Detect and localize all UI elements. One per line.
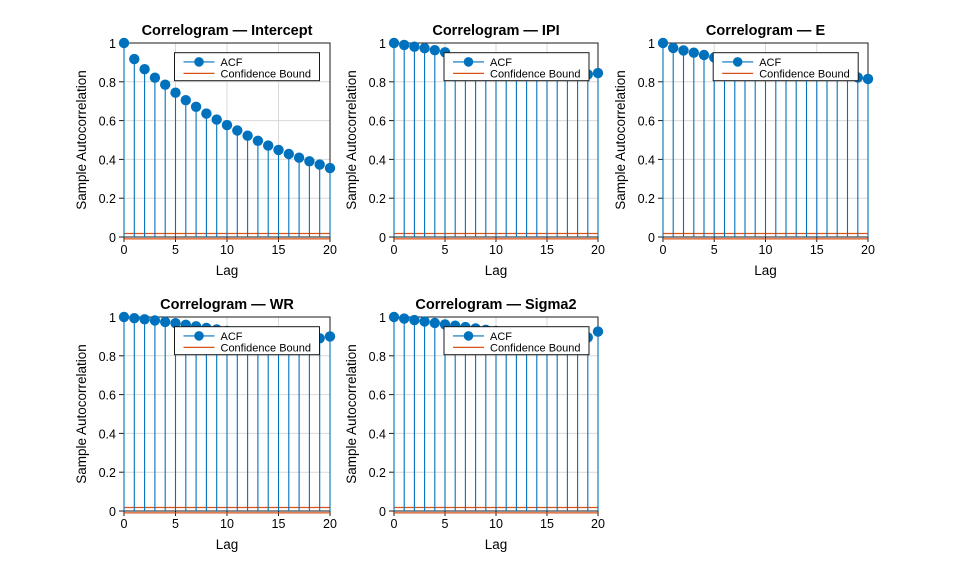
svg-text:ACF: ACF <box>490 57 512 69</box>
svg-text:Correlogram — Intercept: Correlogram — Intercept <box>142 23 313 39</box>
svg-text:1: 1 <box>379 37 386 51</box>
svg-text:0: 0 <box>121 243 128 257</box>
svg-text:Correlogram — Sigma2: Correlogram — Sigma2 <box>415 297 576 313</box>
svg-text:Sample Autocorrelation: Sample Autocorrelation <box>613 70 628 210</box>
svg-text:15: 15 <box>272 243 286 257</box>
svg-text:0.8: 0.8 <box>99 76 116 90</box>
svg-text:Lag: Lag <box>485 537 508 552</box>
svg-text:Confidence Bound: Confidence Bound <box>490 68 581 80</box>
svg-text:0.6: 0.6 <box>99 115 116 129</box>
svg-text:0.4: 0.4 <box>369 153 386 167</box>
svg-text:ACF: ACF <box>490 331 512 343</box>
svg-text:10: 10 <box>220 243 234 257</box>
svg-text:Lag: Lag <box>485 263 508 278</box>
svg-text:5: 5 <box>442 243 449 257</box>
svg-text:0.6: 0.6 <box>369 389 386 403</box>
svg-text:0.2: 0.2 <box>638 192 655 206</box>
svg-text:Confidence Bound: Confidence Bound <box>221 342 312 354</box>
svg-text:ACF: ACF <box>759 57 781 69</box>
svg-text:0.2: 0.2 <box>99 466 116 480</box>
svg-text:5: 5 <box>172 243 179 257</box>
svg-text:15: 15 <box>540 517 554 531</box>
svg-text:15: 15 <box>810 243 824 257</box>
svg-text:20: 20 <box>591 243 605 257</box>
svg-text:0: 0 <box>121 517 128 531</box>
svg-text:0.4: 0.4 <box>99 153 116 167</box>
svg-text:1: 1 <box>648 37 655 51</box>
svg-text:0.6: 0.6 <box>638 115 655 129</box>
svg-text:Sample Autocorrelation: Sample Autocorrelation <box>74 344 89 484</box>
svg-text:Sample Autocorrelation: Sample Autocorrelation <box>344 344 359 484</box>
svg-text:Correlogram — IPI: Correlogram — IPI <box>432 23 559 39</box>
svg-text:0.6: 0.6 <box>369 115 386 129</box>
svg-text:ACF: ACF <box>221 331 243 343</box>
svg-text:0.8: 0.8 <box>369 76 386 90</box>
svg-text:0: 0 <box>391 243 398 257</box>
svg-text:0: 0 <box>109 231 116 245</box>
svg-text:20: 20 <box>323 243 337 257</box>
svg-text:1: 1 <box>109 311 116 325</box>
svg-text:0.8: 0.8 <box>638 76 655 90</box>
svg-text:Confidence Bound: Confidence Bound <box>490 342 581 354</box>
svg-text:10: 10 <box>759 243 773 257</box>
svg-text:0.2: 0.2 <box>369 466 386 480</box>
svg-text:1: 1 <box>379 311 386 325</box>
svg-text:Lag: Lag <box>216 537 239 552</box>
svg-text:0.8: 0.8 <box>369 350 386 364</box>
svg-text:5: 5 <box>711 243 718 257</box>
svg-text:5: 5 <box>442 517 449 531</box>
svg-text:Lag: Lag <box>754 263 777 278</box>
svg-text:15: 15 <box>540 243 554 257</box>
svg-text:0.4: 0.4 <box>369 427 386 441</box>
svg-text:0: 0 <box>648 231 655 245</box>
svg-text:15: 15 <box>272 517 286 531</box>
svg-text:0: 0 <box>109 505 116 519</box>
svg-text:0.4: 0.4 <box>99 427 116 441</box>
svg-text:0.6: 0.6 <box>99 389 116 403</box>
svg-text:0: 0 <box>391 517 398 531</box>
svg-text:Correlogram — E: Correlogram — E <box>706 23 826 39</box>
svg-text:0.4: 0.4 <box>638 153 655 167</box>
svg-text:Sample Autocorrelation: Sample Autocorrelation <box>344 70 359 210</box>
svg-text:Confidence Bound: Confidence Bound <box>759 68 850 80</box>
svg-text:0.2: 0.2 <box>369 192 386 206</box>
svg-text:1: 1 <box>109 37 116 51</box>
svg-text:Correlogram — WR: Correlogram — WR <box>160 297 294 313</box>
svg-text:Confidence Bound: Confidence Bound <box>221 68 312 80</box>
svg-text:Sample Autocorrelation: Sample Autocorrelation <box>74 70 89 210</box>
svg-text:0.8: 0.8 <box>99 350 116 364</box>
svg-text:0: 0 <box>660 243 667 257</box>
svg-text:20: 20 <box>861 243 875 257</box>
svg-text:20: 20 <box>323 517 337 531</box>
svg-text:0: 0 <box>379 505 386 519</box>
svg-text:10: 10 <box>220 517 234 531</box>
svg-text:5: 5 <box>172 517 179 531</box>
svg-text:20: 20 <box>591 517 605 531</box>
svg-text:0.2: 0.2 <box>99 192 116 206</box>
svg-text:ACF: ACF <box>221 57 243 69</box>
svg-text:0: 0 <box>379 231 386 245</box>
svg-text:10: 10 <box>489 243 503 257</box>
svg-text:10: 10 <box>489 517 503 531</box>
svg-text:Lag: Lag <box>216 263 239 278</box>
